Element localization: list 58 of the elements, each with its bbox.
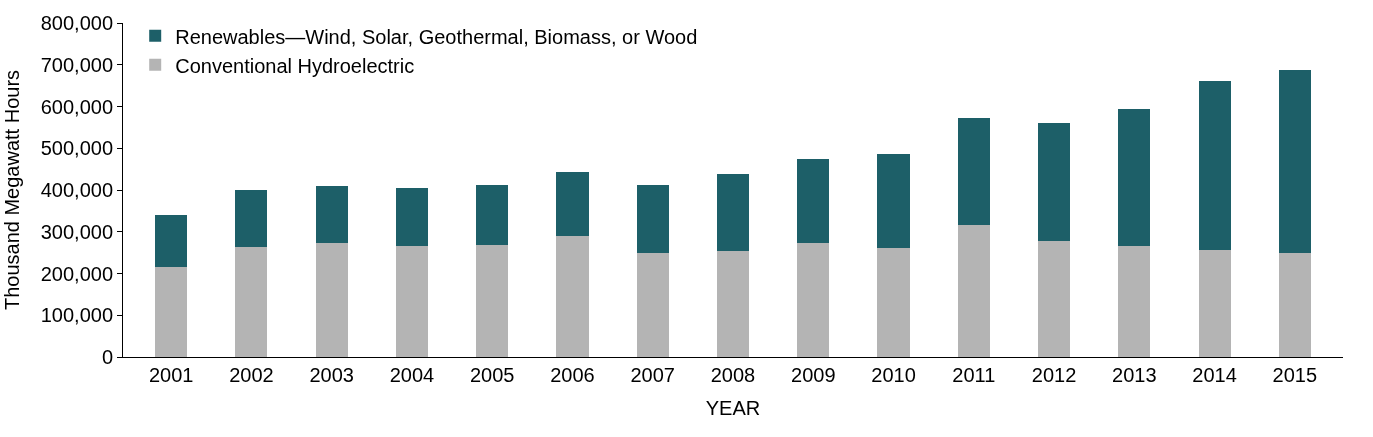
bar (716, 250, 750, 357)
x-axis-title: YEAR (705, 396, 761, 419)
y-tick-label: 100,000 (40, 304, 113, 327)
bar (395, 245, 428, 357)
bar (1118, 109, 1151, 246)
x-tick-label: 2006 (550, 364, 595, 386)
bar (1198, 81, 1231, 250)
legend-label: Renewables—Wind, Solar, Geothermal, Biomass, or Wood (175, 25, 698, 48)
bar (877, 154, 910, 249)
x-tick-label: 2013 (1112, 364, 1157, 386)
bar (315, 242, 348, 357)
bar (636, 185, 669, 254)
bar (155, 266, 188, 357)
bar (797, 243, 830, 357)
bar (1118, 245, 1151, 357)
bar (957, 118, 990, 225)
x-tick-label: 2010 (871, 364, 916, 386)
y-tick-label: 200,000 (40, 262, 113, 285)
bar (1198, 249, 1231, 357)
x-tick-label: 2001 (148, 364, 194, 386)
bar (395, 187, 428, 246)
x-tick-label: 2004 (389, 364, 435, 386)
legend-label: Conventional Hydroelectric (175, 54, 415, 77)
bar (235, 190, 268, 247)
y-tick-label: 400,000 (40, 179, 113, 201)
x-tick-label: 2008 (710, 364, 756, 386)
y-tick-label: 500,000 (40, 137, 113, 160)
bar (636, 253, 669, 357)
bar (1278, 253, 1311, 357)
bar (1038, 240, 1071, 357)
bar (1278, 69, 1311, 254)
bar (476, 184, 509, 245)
bar (155, 215, 188, 267)
x-tick-label: 2005 (469, 364, 515, 386)
x-tick-label: 2009 (791, 364, 836, 386)
y-axis-title: Thousand Megawatt Hours (1, 69, 24, 311)
bar (556, 172, 589, 236)
x-tick-label: 2007 (630, 364, 675, 386)
bar (556, 235, 589, 357)
bar (877, 248, 910, 357)
y-tick-label: 700,000 (40, 53, 113, 76)
bar (957, 224, 990, 357)
y-tick-label: 300,000 (40, 220, 113, 243)
bar (476, 244, 509, 357)
y-tick-label: 800,000 (40, 12, 113, 34)
y-tick-label: 0 (101, 346, 113, 368)
bar (797, 159, 830, 244)
bar (716, 174, 750, 251)
bar (1038, 123, 1071, 241)
x-tick-label: 2003 (309, 364, 354, 386)
x-tick-label: 2011 (952, 364, 996, 386)
x-tick-label: 2014 (1192, 364, 1237, 386)
y-tick-label: 600,000 (40, 95, 113, 118)
bar (315, 186, 348, 243)
bar (235, 246, 268, 357)
x-tick-label: 2012 (1031, 364, 1077, 386)
x-tick-label: 2002 (229, 364, 274, 386)
x-tick-label: 2015 (1272, 364, 1318, 386)
